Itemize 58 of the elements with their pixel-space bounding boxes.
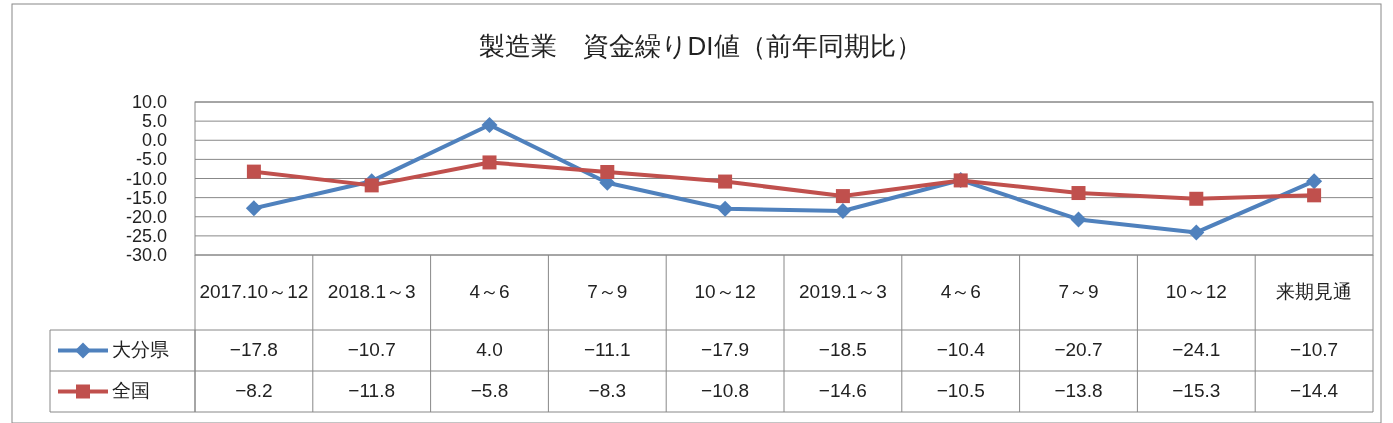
point: [246, 164, 261, 179]
point: [834, 203, 851, 220]
point: [1071, 186, 1086, 201]
point: [1189, 191, 1204, 206]
y-tick-label: -5.0: [135, 149, 167, 170]
data-label: −13.8: [1053, 379, 1104, 404]
point: [717, 200, 734, 217]
data-label: −10.7: [1289, 338, 1340, 363]
data-label: 4.0: [475, 338, 504, 363]
data-label: −5.8: [469, 379, 510, 404]
x-tick-label: 7～9: [586, 280, 629, 305]
point: [1307, 188, 1322, 203]
data-label: −11.8: [347, 379, 397, 404]
data-label: −8.2: [234, 379, 274, 404]
point: [482, 155, 497, 170]
data-label: −14.4: [1289, 379, 1340, 404]
point: [1306, 173, 1323, 190]
data-label: −18.5: [817, 338, 868, 363]
y-tick-label: 10.0: [131, 92, 167, 112]
x-tick-label: 10～12: [693, 280, 757, 305]
data-label: −10.8: [700, 379, 751, 404]
y-tick-label: -25.0: [125, 225, 167, 246]
point: [245, 200, 262, 217]
y-tick-label: -20.0: [125, 206, 167, 227]
data-label: −17.9: [700, 338, 751, 363]
y-tick-label: -15.0: [125, 187, 167, 208]
x-tick-label: 来期見通: [1275, 280, 1354, 305]
point: [1188, 224, 1205, 241]
x-tick-label: 2018.1～3: [326, 280, 417, 305]
point: [718, 174, 733, 189]
x-tick-label: 7～9: [1057, 280, 1100, 305]
x-tick-label: 4～6: [939, 280, 982, 305]
x-tick-label: 2019.1～3: [798, 280, 888, 305]
data-label: −14.6: [817, 379, 868, 404]
y-tick-label: 5.0: [141, 111, 167, 132]
point: [364, 178, 379, 193]
data-label: −24.1: [1171, 338, 1222, 363]
point: [1070, 211, 1087, 228]
x-tick-label: 4～6: [468, 280, 511, 305]
data-label: −11.1: [582, 338, 632, 363]
y-tick-label: 0.0: [141, 130, 167, 151]
point: [481, 116, 498, 133]
data-label: −8.3: [587, 379, 628, 404]
point: [600, 165, 615, 179]
data-label: −15.3: [1171, 379, 1222, 404]
y-tick-label: -30.0: [125, 245, 167, 265]
legend-label: 大分県: [111, 338, 170, 363]
point: [835, 189, 850, 204]
data-label: −20.7: [1053, 338, 1104, 363]
data-label: −17.8: [228, 338, 279, 363]
chart-title: 製造業 資金繰りDI値（前年同期比）: [478, 31, 922, 61]
x-tick-label: 10～12: [1164, 280, 1228, 305]
data-label: −10.7: [346, 338, 397, 363]
data-label: −10.4: [935, 338, 986, 363]
data-label: −10.5: [935, 379, 986, 404]
y-tick-label: -10.0: [125, 168, 167, 189]
x-tick-label: 2017.10～12: [198, 280, 310, 305]
legend-label: 全国: [111, 379, 151, 404]
